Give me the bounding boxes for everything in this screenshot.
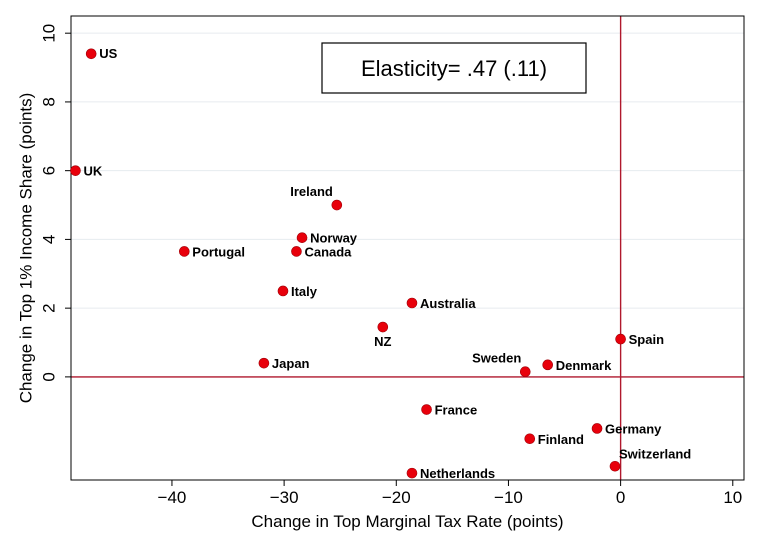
- x-tick-label: −20: [382, 488, 411, 507]
- point-label-finland: Finland: [538, 432, 584, 447]
- point-denmark: [542, 359, 554, 371]
- x-tick-label: −40: [158, 488, 187, 507]
- point-italy: [277, 285, 289, 297]
- x-tick-label: 0: [616, 488, 625, 507]
- point-label-canada: Canada: [304, 244, 352, 259]
- point-spain: [615, 333, 626, 345]
- x-tick-label: −10: [494, 488, 523, 507]
- y-tick-label: 10: [40, 24, 59, 43]
- x-axis: −40 −30 −20 −10 0 10: [158, 480, 742, 507]
- point-label-japan: Japan: [272, 356, 310, 371]
- point-ireland: [331, 199, 343, 211]
- elasticity-annotation: Elasticity= .47 (.11): [321, 42, 587, 94]
- point-label-spain: Spain: [629, 332, 664, 347]
- point-label-france: France: [435, 403, 478, 418]
- point-uk: [70, 165, 81, 176]
- y-tick-label: 6: [40, 166, 59, 175]
- x-tick-label: 10: [723, 488, 742, 507]
- point-label-netherlands: Netherlands: [420, 466, 495, 481]
- point-label-uk: UK: [83, 164, 102, 179]
- point-us: [85, 48, 97, 60]
- point-label-germany: Germany: [605, 421, 662, 436]
- point-label-portugal: Portugal: [192, 244, 245, 259]
- point-japan: [258, 357, 270, 369]
- x-axis-title: Change in Top Marginal Tax Rate (points): [251, 512, 563, 531]
- point-switzerland: [609, 460, 621, 472]
- point-label-nz: NZ: [374, 334, 391, 349]
- point-label-denmark: Denmark: [556, 358, 612, 373]
- point-portugal: [178, 246, 190, 257]
- plot-frame: [70, 15, 745, 481]
- point-germany: [591, 423, 603, 434]
- reference-lines: [71, 16, 744, 480]
- point-label-ireland: Ireland: [290, 184, 333, 199]
- point-finland: [524, 433, 536, 445]
- point-label-australia: Australia: [420, 296, 476, 311]
- x-tick-label: −30: [270, 488, 299, 507]
- point-label-norway: Norway: [310, 231, 358, 246]
- point-norway: [296, 232, 308, 243]
- annotation-box: [321, 42, 587, 94]
- y-axis: 0 2 4 6 8 10: [40, 24, 71, 382]
- point-label-sweden: Sweden: [472, 351, 521, 366]
- y-tick-label: 2: [40, 303, 59, 312]
- point-label-italy: Italy: [291, 284, 318, 299]
- point-australia: [406, 297, 418, 309]
- point-france: [421, 404, 432, 415]
- point-netherlands: [406, 467, 418, 479]
- annotation-text: Elasticity= .47 (.11): [361, 56, 547, 81]
- point-canada: [291, 246, 302, 257]
- point-label-us: US: [99, 46, 117, 61]
- point-sweden: [519, 366, 531, 378]
- point-label-switzerland: Switzerland: [619, 446, 691, 461]
- y-axis-title: Change in Top 1% Income Share (points): [17, 93, 36, 404]
- point-nz: [377, 321, 389, 333]
- y-tick-label: 0: [40, 372, 59, 381]
- y-tick-label: 8: [40, 97, 59, 106]
- y-tick-label: 4: [40, 235, 59, 244]
